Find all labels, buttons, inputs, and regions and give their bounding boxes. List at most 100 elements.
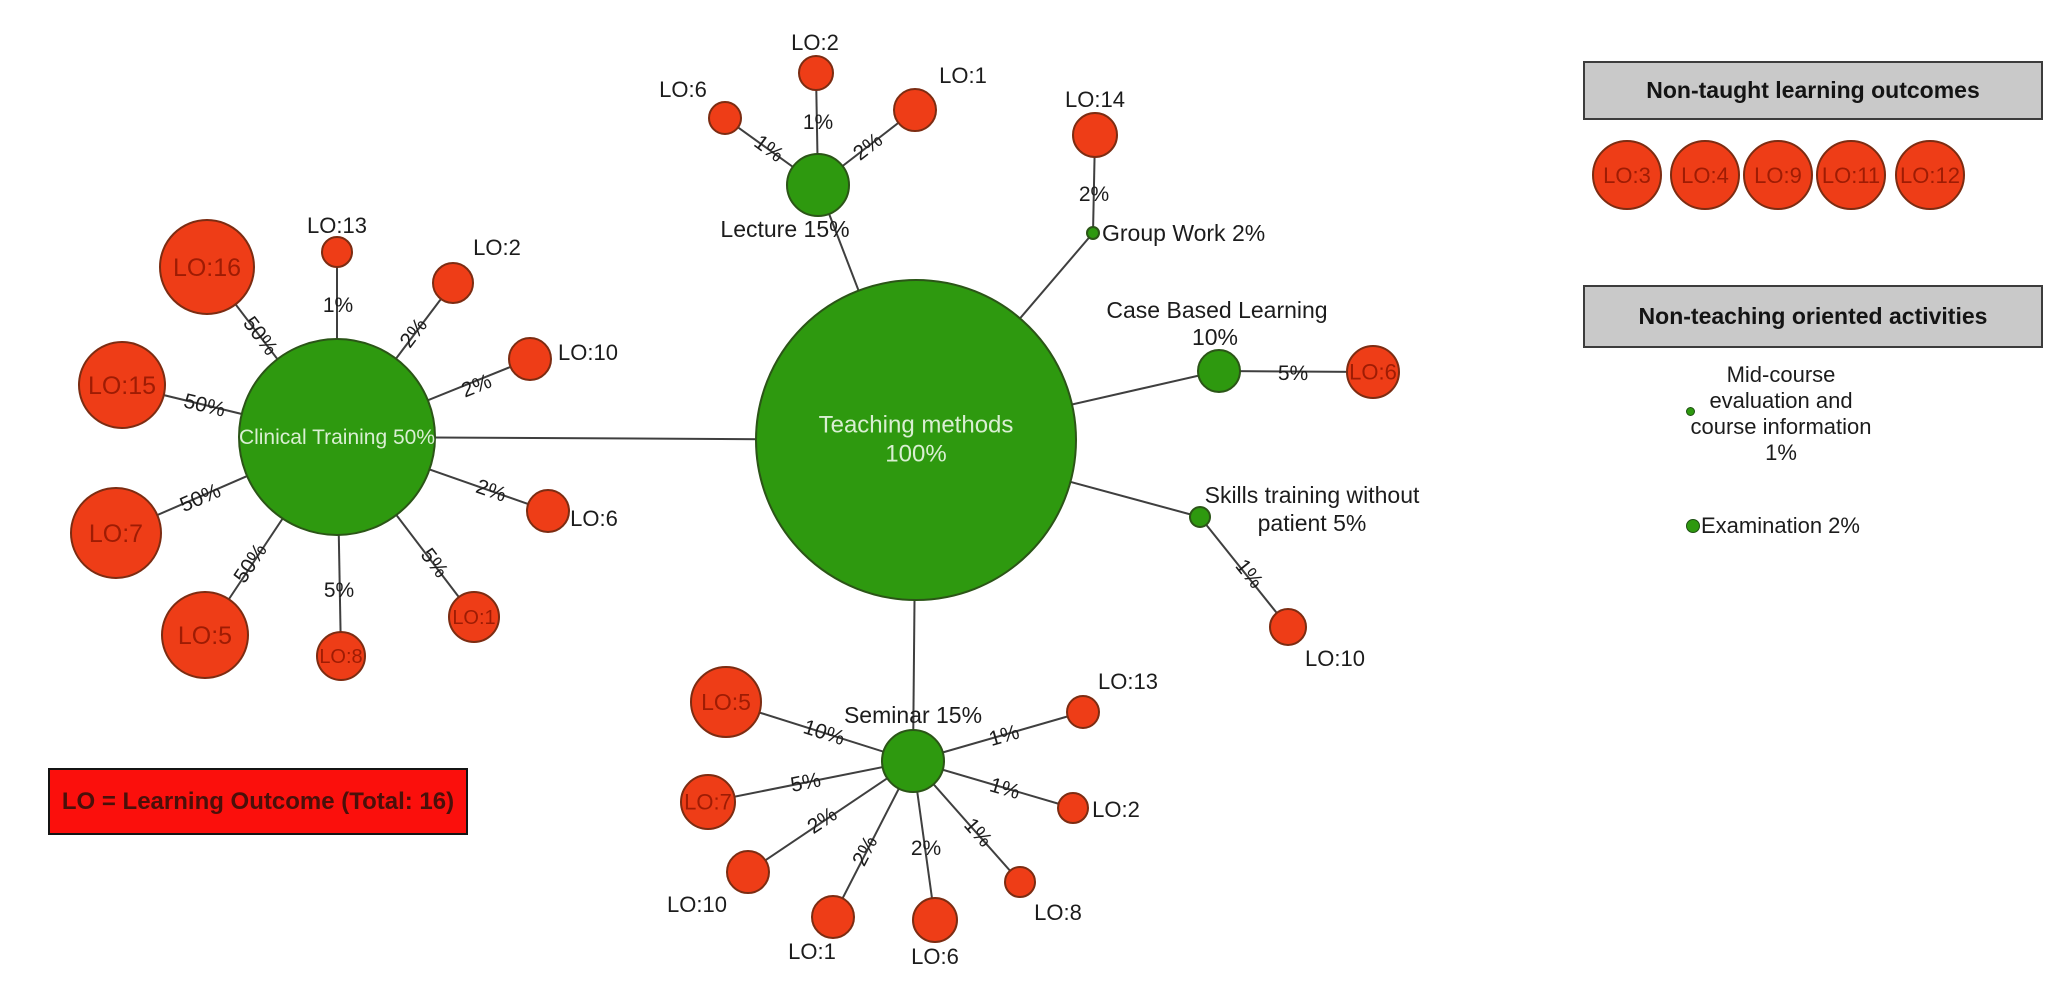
legend-outcome-label-3: LO:11 <box>1822 163 1880 188</box>
edge-label-lo6-cbl: 5% <box>1278 362 1309 385</box>
legend-outcome-circle-1 <box>1670 140 1740 210</box>
midcourse-line-1: Mid-course <box>1726 362 1836 387</box>
edge-label-lo5-seminar: 10% <box>800 716 847 751</box>
edge-label-lo8-clinical: 5% <box>324 579 354 602</box>
label-skills-line2: patient 5% <box>1258 510 1367 536</box>
node-label-lo16-clinical: LO:16 <box>173 254 241 282</box>
node-seminar <box>881 729 945 793</box>
label-lecture: Lecture 15% <box>720 216 849 242</box>
node-lo16-clinical <box>159 219 255 315</box>
node-lo10-seminar <box>726 850 770 894</box>
edge-label-lo7-clinical: 50% <box>177 479 225 517</box>
edge-seminar-lo10-seminar <box>747 760 914 873</box>
edge-label-lo5-clinical: 50% <box>229 540 271 588</box>
panel-non-taught-title: Non-taught learning outcomes <box>1583 61 2043 120</box>
legend-outcome-circle-0 <box>1592 140 1662 210</box>
edge-label-lo13-seminar: 1% <box>986 720 1022 751</box>
node-label-lo5-clinical: LO:5 <box>178 622 232 650</box>
node-lo2-clinical <box>432 262 474 304</box>
midcourse-dot-icon <box>1686 407 1695 416</box>
node-label-lo5-seminar: LO:5 <box>701 689 751 715</box>
edge-label-lo7-seminar: 5% <box>789 768 823 797</box>
edge-label-lo2-lecture: 1% <box>803 111 833 134</box>
node-lo1-lecture <box>893 88 937 132</box>
edge-label-lo1-seminar: 2% <box>848 832 882 870</box>
label-lo2-seminar: LO:2 <box>1092 797 1140 822</box>
node-lo13-seminar <box>1066 695 1100 729</box>
midcourse-line-4: 1% <box>1765 440 1797 465</box>
edge-label-lo6-clinical: 2% <box>473 475 509 507</box>
edge-label-lo14-groupwork: 2% <box>1079 183 1109 206</box>
label-lo1-seminar: LO:1 <box>788 939 836 964</box>
legend-outcome-label-1: LO:4 <box>1681 163 1729 188</box>
node-clinical-training <box>238 338 436 536</box>
node-label-lo6-cbl: LO:6 <box>1349 360 1397 385</box>
midcourse-line-2: evaluation and <box>1709 388 1853 413</box>
edge-label-lo13-clinical: 1% <box>323 294 353 317</box>
node-lo10-clinical <box>508 337 552 381</box>
label-lo6-lecture: LO:6 <box>659 77 707 102</box>
node-lo1-seminar <box>811 895 855 939</box>
legend-outcome-circle-3 <box>1816 140 1886 210</box>
node-group-work <box>1086 226 1100 240</box>
examination-entry: Examination 2% <box>1686 513 1860 539</box>
label-lo8-seminar: LO:8 <box>1034 900 1082 925</box>
node-lo15-clinical <box>78 341 166 429</box>
node-label-clinical-training-line1: Clinical Training 50% <box>239 426 435 449</box>
node-lo10-skills <box>1269 608 1307 646</box>
label-group-work: Group Work 2% <box>1102 220 1265 246</box>
label-lo1-lecture: LO:1 <box>939 63 987 88</box>
edge-label-lo15-clinical: 50% <box>181 390 227 422</box>
label-lo13-seminar: LO:13 <box>1098 669 1158 694</box>
edge-skills-training-lo10-skills <box>1199 516 1289 628</box>
node-lo2-lecture <box>798 55 834 91</box>
node-label-teaching-methods-line1: Teaching methods <box>819 412 1014 439</box>
lo-note-box: LO = Learning Outcome (Total: 16) <box>48 768 468 835</box>
label-skills-line1: Skills training without <box>1205 482 1420 508</box>
node-label-lo15-clinical: LO:15 <box>88 372 156 400</box>
label-lo10-seminar: LO:10 <box>667 892 727 917</box>
node-label-lo8-clinical: LO:8 <box>319 646 362 668</box>
node-label-lo7-seminar: LO:7 <box>684 790 732 815</box>
node-lo7-clinical <box>70 487 162 579</box>
label-lo13-clinical: LO:13 <box>307 213 367 238</box>
node-lo5-clinical <box>161 591 249 679</box>
midcourse-line-3: course information <box>1690 414 1872 439</box>
node-skills-training <box>1189 506 1211 528</box>
edge-label-lo10-seminar: 2% <box>803 803 841 839</box>
label-lo2-clinical: LO:2 <box>473 235 521 260</box>
label-lo14-groupwork: LO:14 <box>1065 87 1125 112</box>
edge-label-lo1-clinical: 5% <box>416 544 453 582</box>
label-lo2-lecture: LO:2 <box>791 30 839 55</box>
node-lo8-clinical <box>316 631 366 681</box>
legend-outcome-label-0: LO:3 <box>1603 163 1651 188</box>
label-lo6-clinical: LO:6 <box>570 506 618 531</box>
edge-label-lo2-seminar: 1% <box>987 773 1023 804</box>
panel-non-teaching-title: Non-teaching oriented activities <box>1583 285 2043 348</box>
legend-outcome-circle-2 <box>1743 140 1813 210</box>
node-label-teaching-methods-line2: 100% <box>885 441 946 468</box>
node-case-based-learning <box>1197 349 1241 393</box>
edge-label-lo1-lecture: 2% <box>849 128 887 165</box>
node-lo5-seminar <box>690 666 762 738</box>
node-label-lo7-clinical: LO:7 <box>89 520 143 548</box>
legend-outcome-circle-4 <box>1895 140 1965 210</box>
legend-outcome-label-4: LO:12 <box>1900 163 1960 188</box>
label-seminar: Seminar 15% <box>844 702 982 728</box>
node-lo6-cbl <box>1346 345 1400 399</box>
node-lo8-seminar <box>1004 866 1036 898</box>
label-case-based-line2: 10% <box>1192 324 1238 350</box>
node-lo2-seminar <box>1057 792 1089 824</box>
label-case-based-line1: Case Based Learning <box>1106 297 1327 323</box>
edge-seminar-lo7-seminar <box>707 760 914 803</box>
node-lo14-groupwork <box>1072 112 1118 158</box>
label-lo10-skills: LO:10 <box>1305 646 1365 671</box>
edge-label-lo6-seminar: 2% <box>911 837 941 860</box>
node-lo7-seminar <box>680 774 736 830</box>
node-label-lo1-clinical: LO:1 <box>452 607 495 629</box>
legend-outcome-label-2: LO:9 <box>1754 163 1802 188</box>
midcourse-entry: Mid-course evaluation and course informa… <box>1681 362 1881 466</box>
edge-label-lo16-clinical: 50% <box>238 312 282 359</box>
